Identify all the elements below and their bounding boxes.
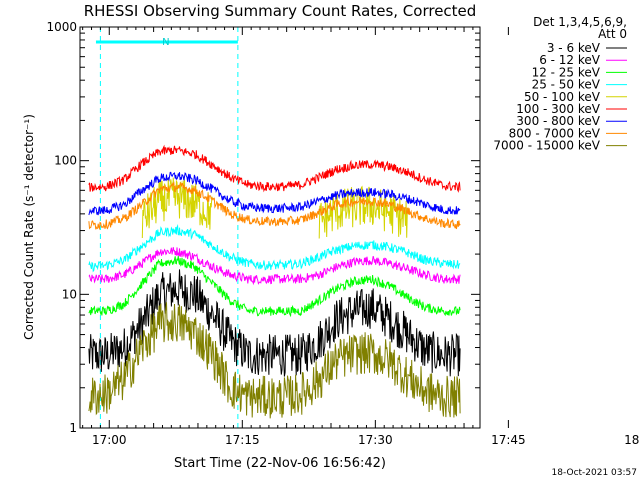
plot-area: N	[88, 27, 461, 428]
y-tick-label-3: 1000	[46, 20, 77, 34]
legend-title-line-1: Det 1,3,4,5,6,9,	[533, 15, 627, 29]
y-tick-label-2: 100	[54, 154, 77, 168]
series-line-7	[88, 181, 461, 231]
series-800-to-7000keV	[88, 181, 461, 231]
legend-label-3: 25 - 50 keV	[532, 78, 601, 92]
series-12-to-25keV	[88, 255, 461, 318]
legend-label-4: 50 - 100 keV	[524, 90, 601, 104]
y-tick-label-0: 1	[69, 421, 77, 435]
x-tick-label-0: 17:00	[92, 433, 127, 447]
legend-title-line-2: Att 0	[598, 27, 627, 41]
series-3-to-6keV	[88, 269, 461, 377]
legend-label-8: 7000 - 15000 keV	[493, 139, 600, 153]
series-line-0	[88, 269, 461, 377]
annotation-0: N	[162, 37, 169, 48]
x-tick-label-4: 18:00	[624, 433, 640, 447]
series-line-2	[88, 255, 461, 318]
timestamp: 18-Oct-2021 03:57	[552, 468, 637, 478]
series-line-1	[88, 247, 461, 286]
series-line-4	[141, 177, 408, 239]
legend-label-5: 100 - 300 keV	[516, 102, 600, 116]
series-line-3	[88, 224, 461, 273]
x-tick-label-1: 17:15	[225, 433, 260, 447]
x-axis-label: Start Time (22-Nov-06 16:56:42)	[174, 456, 386, 471]
series-6-to-12keV	[88, 247, 461, 286]
legend-label-7: 800 - 7000 keV	[509, 126, 601, 140]
series-50-to-100keV	[141, 177, 408, 239]
series-25-to-50keV	[88, 224, 461, 273]
legend-label-0: 3 - 6 keV	[547, 41, 601, 55]
legend-label-6: 300 - 800 keV	[516, 114, 600, 128]
y-axis-label: Corrected Count Rate (s⁻¹ detector⁻¹)	[22, 114, 36, 340]
axes: 110100100017:0017:1517:3017:4518:0018:15…	[46, 20, 640, 447]
series-line-5	[88, 144, 461, 193]
legend-label-2: 12 - 25 keV	[532, 65, 601, 79]
series-7000-to-15000keV	[88, 302, 461, 419]
series-line-6	[88, 171, 461, 216]
plot-frame	[79, 26, 481, 429]
legend-label-1: 6 - 12 keV	[539, 53, 601, 67]
x-tick-label-2: 17:30	[358, 433, 393, 447]
series-100-to-300keV	[88, 144, 461, 193]
y-tick-label-1: 10	[62, 287, 77, 301]
chart-title: RHESSI Observing Summary Count Rates, Co…	[84, 2, 477, 20]
x-tick-label-3: 17:45	[491, 433, 526, 447]
series-300-to-800keV	[88, 171, 461, 216]
series-line-8	[88, 302, 461, 419]
